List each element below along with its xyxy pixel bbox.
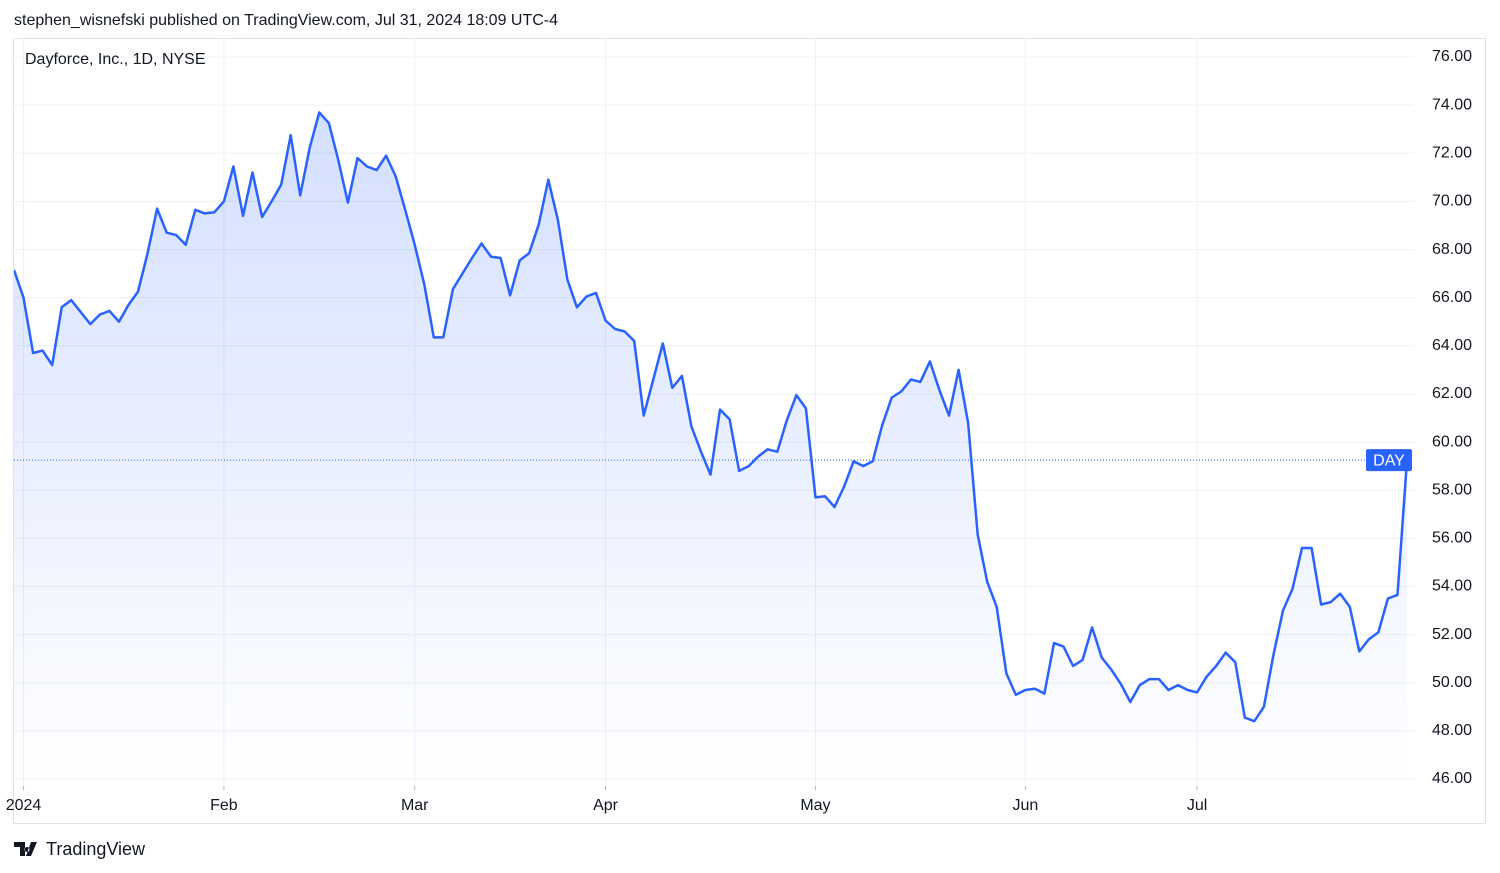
price-line: [14, 111, 1409, 723]
x-tick-label: 2024: [6, 797, 42, 814]
y-tick-label: 68.00: [1432, 241, 1472, 258]
y-tick-label: 74.00: [1432, 96, 1472, 113]
x-tick-label: Mar: [401, 797, 429, 814]
x-tick-label: Feb: [210, 797, 238, 814]
y-tick-label: 50.00: [1432, 674, 1472, 691]
y-tick-label: 70.00: [1432, 193, 1472, 210]
area-fill: [14, 112, 1407, 779]
footer: TradingView: [46, 839, 146, 859]
chart-title: Dayforce, Inc., 1D, NYSE: [25, 51, 206, 68]
y-tick-label: 62.00: [1432, 385, 1472, 402]
header: stephen_wisnefski published on TradingVi…: [14, 12, 558, 29]
y-tick-label: 76.00: [1432, 48, 1472, 65]
y-tick-label: 66.00: [1432, 289, 1472, 306]
x-tick-label: Jul: [1187, 797, 1207, 814]
logo: [14, 842, 37, 856]
y-tick-label: 64.00: [1432, 337, 1472, 354]
plot-area: [14, 38, 1414, 786]
last-price-label: DAY: [1373, 452, 1405, 469]
y-tick-label: 58.00: [1432, 481, 1472, 498]
frame: [13, 38, 1486, 824]
y-tick-label: 54.00: [1432, 578, 1472, 595]
y-tick-label: 56.00: [1432, 530, 1472, 547]
y-tick-label: 46.00: [1432, 770, 1472, 787]
x-tick-label: May: [800, 797, 830, 814]
y-tick-label: 60.00: [1432, 433, 1472, 450]
x-tick-label: Apr: [593, 797, 619, 814]
y-tick-label: 52.00: [1432, 626, 1472, 643]
last-price-badge: [1366, 449, 1412, 472]
x-tick-label: Jun: [1012, 797, 1038, 814]
y-tick-label: 48.00: [1432, 722, 1472, 739]
y-tick-label: 72.00: [1432, 144, 1472, 161]
